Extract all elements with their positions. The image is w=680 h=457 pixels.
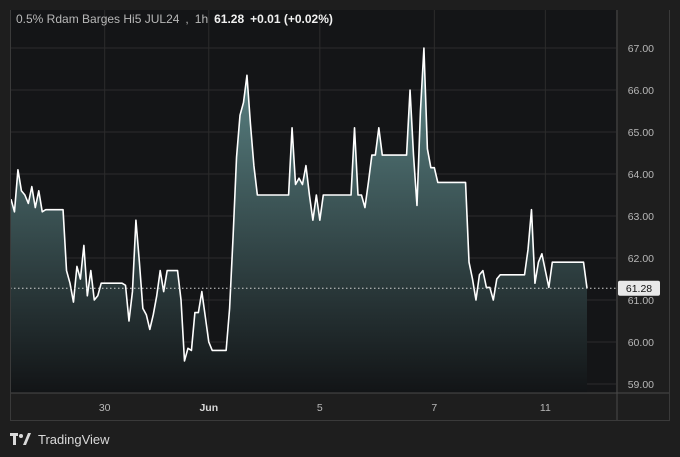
symbol-name[interactable]: 0.5% Rdam Barges Hi5 JUL24 [16,12,180,26]
price-axis[interactable]: 67.00 66.00 65.00 64.00 63.00 62.00 61.00 60.00… [628,43,654,391]
interval-label[interactable]: 1h [194,12,209,26]
price-axis-label: 63.00 [628,211,654,223]
price-axis-label: 61.00 [628,295,654,307]
legend-header: 0.5% Rdam Barges Hi5 JUL24 , 1h 61.28 +0… [16,10,333,28]
last-price-tag: 61.28 [618,280,660,296]
tradingview-brand[interactable]: TradingView [10,430,110,448]
price-axis-label: 66.00 [628,85,654,97]
last-price-tag-value: 61.28 [626,283,652,295]
time-axis-label: Jun [199,402,218,414]
tradingview-logo-icon [10,433,31,445]
price-axis-label: 65.00 [628,127,654,139]
price-axis-label: 67.00 [628,43,654,55]
price-line [10,47,588,362]
time-axis-label: 30 [99,402,111,414]
price-axis-label: 64.00 [628,169,654,181]
time-axis-label: 11 [540,402,551,414]
separator: , [185,12,189,26]
time-axis[interactable]: 30 Jun 5 7 11 [99,402,551,414]
last-price: 61.28 [214,12,245,26]
price-axis-label: 62.00 [628,253,654,265]
time-axis-label: 5 [317,402,323,414]
price-change: +0.01 (+0.02%) [250,12,333,26]
tradingview-label: TradingView [38,431,110,447]
price-axis-label: 60.00 [628,337,654,349]
time-axis-label: 7 [431,402,437,414]
last-price-tag-box [618,280,660,296]
price-axis-label: 59.00 [628,379,654,391]
